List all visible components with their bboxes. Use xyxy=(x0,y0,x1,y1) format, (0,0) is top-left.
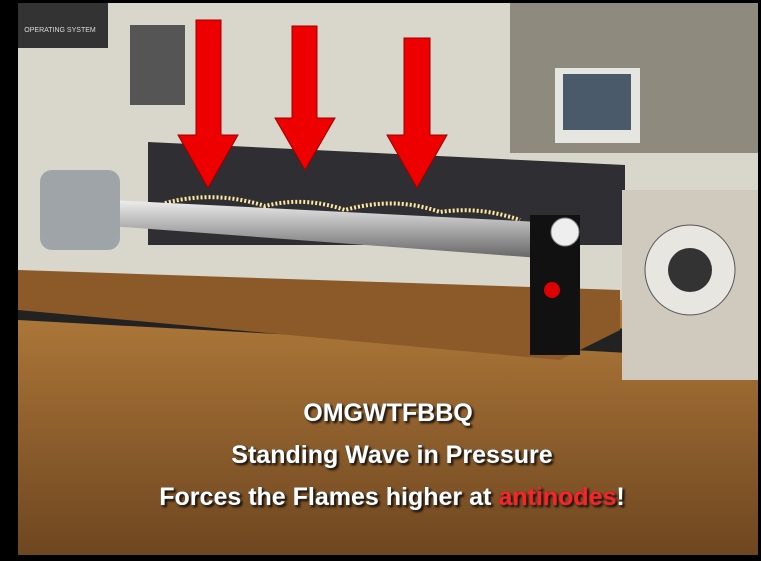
cabinet xyxy=(130,25,185,105)
caption-line: OMGWTFBBQ xyxy=(303,399,472,427)
poster-text: OPERATING SYSTEM xyxy=(24,27,96,34)
caption-highlight: antinodes xyxy=(498,483,616,511)
gauge xyxy=(551,218,579,246)
dial-knob xyxy=(668,248,712,292)
caption-line: Standing Wave in Pressure xyxy=(231,441,552,469)
photo: OPERATING SYSTEM OMGWTFBBQ Standing Wave… xyxy=(0,0,761,561)
screen xyxy=(563,74,631,130)
caption-text: ! xyxy=(616,483,624,511)
caption-text: Forces the Flames higher at xyxy=(159,483,492,511)
page: OPERATING SYSTEM OMGWTFBBQ Standing Wave… xyxy=(0,0,761,561)
knob xyxy=(544,282,560,298)
poster xyxy=(18,3,108,48)
speaker xyxy=(40,170,120,250)
